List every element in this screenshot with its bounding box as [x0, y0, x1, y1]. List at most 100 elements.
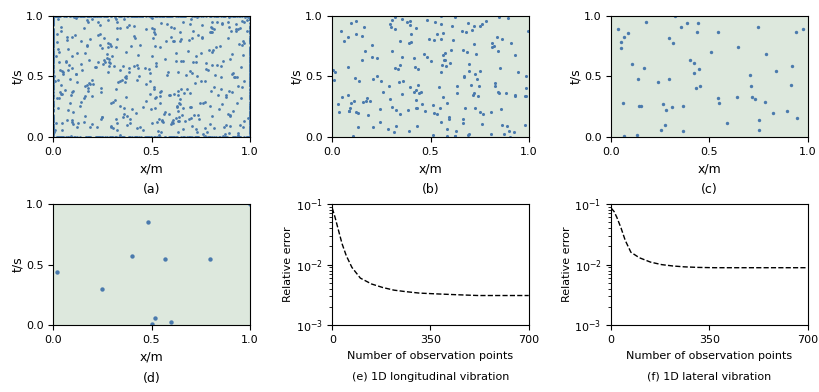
Point [219, 122, 232, 128]
Point [160, 13, 173, 19]
Point [51, 13, 64, 19]
Point [687, 60, 700, 66]
Point [243, 28, 256, 34]
Point [122, 69, 135, 75]
Point [243, 28, 256, 34]
Point [116, 134, 129, 140]
X-axis label: Number of observation points: Number of observation points [347, 350, 513, 361]
Point [659, 107, 672, 113]
Point [232, 41, 245, 47]
Y-axis label: t/s: t/s [11, 69, 25, 84]
Point [161, 13, 174, 19]
Point [617, 34, 630, 40]
Point [387, 129, 400, 135]
Point [47, 29, 60, 35]
Point [238, 78, 251, 84]
Point [422, 36, 435, 42]
Point [75, 13, 88, 19]
Point [197, 134, 210, 140]
Point [47, 15, 60, 21]
Point [153, 100, 166, 106]
Point [243, 73, 256, 80]
Point [243, 110, 256, 116]
Point [243, 15, 256, 22]
Point [243, 28, 256, 34]
Point [66, 118, 79, 125]
Point [243, 67, 256, 73]
Point [226, 134, 239, 140]
Point [690, 29, 703, 35]
Point [186, 123, 199, 129]
Point [468, 51, 482, 58]
Point [676, 127, 689, 134]
Point [47, 69, 60, 75]
Point [47, 54, 60, 61]
Point [131, 62, 144, 68]
Point [111, 79, 124, 85]
Point [95, 134, 108, 140]
Point [446, 37, 459, 43]
Point [231, 82, 244, 89]
Point [156, 118, 169, 125]
Point [63, 76, 76, 82]
Point [79, 93, 92, 100]
Point [103, 134, 116, 140]
Point [90, 13, 103, 19]
Point [243, 46, 256, 52]
Point [206, 113, 219, 119]
Point [233, 134, 247, 140]
Point [47, 59, 60, 65]
Point [47, 118, 60, 125]
Point [135, 13, 148, 19]
Point [174, 13, 188, 19]
Point [443, 60, 456, 67]
Point [213, 43, 226, 49]
Point [120, 24, 133, 30]
Point [487, 80, 500, 86]
Point [217, 13, 230, 19]
Point [189, 134, 202, 140]
Point [243, 91, 256, 97]
Point [153, 13, 166, 19]
Point [97, 57, 111, 64]
Point [243, 105, 256, 111]
Point [47, 122, 60, 128]
Point [219, 134, 233, 140]
Point [47, 111, 60, 118]
Point [47, 58, 60, 65]
Point [130, 13, 143, 19]
Point [55, 134, 68, 140]
Point [103, 134, 116, 140]
Point [48, 78, 61, 84]
Point [225, 71, 238, 77]
Point [103, 40, 116, 47]
Point [183, 134, 196, 140]
Point [201, 134, 215, 140]
Point [240, 134, 253, 140]
Point [224, 13, 237, 19]
Point [75, 67, 88, 73]
Point [70, 124, 84, 130]
Point [51, 13, 64, 19]
Point [128, 63, 141, 69]
Point [243, 48, 256, 54]
Point [232, 134, 245, 140]
Point [349, 109, 362, 115]
Point [352, 78, 365, 84]
Point [61, 46, 75, 52]
Point [243, 114, 256, 121]
Point [52, 13, 65, 19]
Point [161, 13, 174, 19]
Point [92, 134, 105, 140]
Point [82, 13, 95, 19]
Point [56, 120, 69, 126]
Point [510, 69, 523, 75]
Point [473, 109, 486, 115]
Point [137, 104, 150, 110]
Point [47, 44, 60, 50]
Point [468, 90, 481, 96]
Point [47, 131, 60, 137]
Point [168, 134, 181, 140]
Point [484, 131, 497, 137]
Point [47, 101, 60, 107]
